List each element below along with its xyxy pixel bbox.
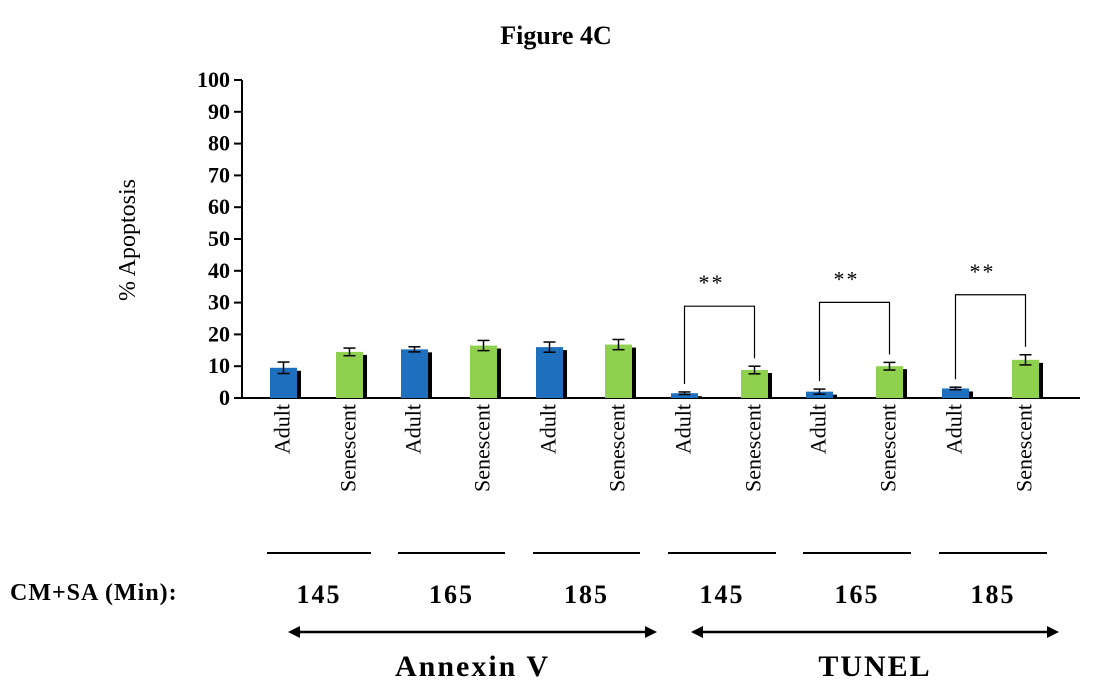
bar <box>401 349 428 398</box>
significance-bracket <box>683 305 756 384</box>
y-tick-label: 40 <box>208 258 230 283</box>
bar <box>741 370 768 398</box>
category-label: Senescent <box>1012 404 1037 492</box>
y-tick-label: 90 <box>208 99 230 124</box>
arrow-head-right <box>1047 626 1059 638</box>
bar <box>605 344 632 398</box>
category-label: Adult <box>942 404 967 454</box>
time-label: 145 <box>297 580 342 609</box>
category-label: Adult <box>536 404 561 454</box>
y-tick-label: 10 <box>208 353 230 378</box>
y-ticks-group: 0 10 20 30 40 50 60 70 80 90 100 <box>197 67 242 410</box>
significance-bracket <box>818 301 891 382</box>
time-label: 145 <box>700 580 745 609</box>
category-labels-group: Adult Senescent Adult Senescent Adult Senesce… <box>270 404 1037 492</box>
assay-label: Annexin V <box>395 650 550 683</box>
bar <box>942 388 969 398</box>
category-label: Adult <box>270 404 295 454</box>
category-label: Senescent <box>876 404 901 492</box>
category-label: Senescent <box>470 404 495 492</box>
y-tick-label: 50 <box>208 226 230 251</box>
significance-label: ** <box>834 266 860 291</box>
category-label: Senescent <box>605 404 630 492</box>
bar <box>1012 359 1039 398</box>
y-tick-label: 60 <box>208 194 230 219</box>
bar <box>876 366 903 398</box>
assay-arrows <box>288 626 1059 638</box>
y-tick-label: 70 <box>208 162 230 187</box>
time-label: 185 <box>971 580 1016 609</box>
time-label: 185 <box>564 580 609 609</box>
bar <box>671 393 698 398</box>
arrow-head-left <box>288 626 300 638</box>
significance-group: ** ** ** <box>683 259 1027 384</box>
cm-sa-label: CM+SA (Min): <box>10 580 178 606</box>
time-label: 165 <box>429 580 474 609</box>
bar <box>536 347 563 398</box>
group-time-labels: 145 165 185 145 165 185 <box>297 580 1016 609</box>
bars-group <box>270 338 1043 398</box>
y-tick-label: 100 <box>197 67 230 92</box>
y-tick-label: 80 <box>208 131 230 156</box>
y-tick-label: 30 <box>208 290 230 315</box>
y-tick-label: 20 <box>208 321 230 346</box>
figure-title: Figure 4C <box>500 21 611 50</box>
category-label: Adult <box>401 404 426 454</box>
assay-label: TUNEL <box>818 650 931 683</box>
significance-bracket <box>954 294 1027 380</box>
bar <box>336 351 363 398</box>
y-axis-title: % Apoptosis <box>115 179 141 301</box>
arrow-head-right <box>645 626 657 638</box>
significance-label: ** <box>970 259 996 284</box>
category-label: Adult <box>671 404 696 454</box>
bar <box>470 345 497 398</box>
arrow-head-left <box>691 626 703 638</box>
significance-label: ** <box>699 270 725 295</box>
category-label: Adult <box>806 404 831 454</box>
assay-labels-group: Annexin V TUNEL <box>395 650 931 683</box>
category-label: Senescent <box>741 404 766 492</box>
y-tick-label: 0 <box>219 385 230 410</box>
category-label: Senescent <box>336 404 361 492</box>
time-label: 165 <box>835 580 880 609</box>
